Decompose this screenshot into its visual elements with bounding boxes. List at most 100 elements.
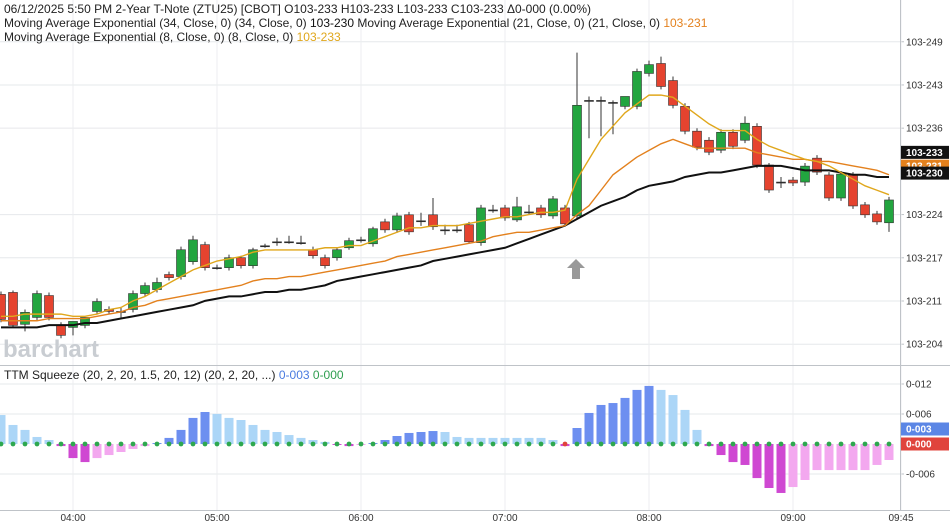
y-tick-label: -0-006 (906, 470, 935, 481)
histogram-bar (212, 413, 222, 444)
squeeze-dot (274, 441, 280, 447)
candle-body (572, 104, 582, 217)
candle-body (200, 244, 210, 268)
candle-body (248, 249, 258, 266)
candle-body (380, 221, 390, 231)
squeeze-dot (586, 441, 592, 447)
squeeze-dot (106, 441, 112, 447)
squeeze-dot (178, 441, 184, 447)
event-arrow (567, 259, 585, 279)
candle-body (8, 292, 18, 326)
squeeze-dot (154, 441, 160, 447)
candle-body (320, 257, 330, 266)
histogram-bar (500, 437, 510, 444)
histogram-bar (608, 403, 618, 444)
histogram-bar (692, 429, 702, 444)
candle-body (716, 131, 726, 151)
legend-name: Moving Average Exponential (34, Close, 0… (4, 16, 231, 30)
histogram-bar (188, 417, 198, 444)
price-tag (901, 166, 949, 180)
histogram-bar (764, 444, 774, 488)
y-tick-label: 103-211 (906, 296, 942, 307)
candle-body (392, 215, 402, 231)
candle-body (188, 239, 198, 262)
price-tag-label: 103-230 (906, 169, 943, 180)
squeeze-dot (538, 441, 544, 447)
indicator-params: (20, 2, 20, ...) (204, 368, 275, 382)
squeeze-dot (358, 441, 364, 447)
price-tag-label: 0-000 (906, 440, 932, 451)
histogram-bar (248, 424, 258, 444)
candle-body (620, 96, 630, 107)
legend-value: 103-230 (310, 16, 354, 30)
histogram-bar (824, 444, 834, 471)
candle-body (776, 181, 786, 184)
squeeze-dot (118, 441, 124, 447)
y-tick-label: 103-217 (906, 253, 943, 264)
legend-value: 103-233 (297, 30, 341, 44)
x-tick-label: 04:00 (60, 513, 85, 524)
squeeze-dot (442, 441, 448, 447)
candle-body (296, 242, 306, 244)
squeeze-dot (214, 441, 220, 447)
squeeze-dot (310, 441, 316, 447)
x-tick-label: 09:45 (888, 513, 913, 524)
squeeze-dot (406, 441, 412, 447)
squeeze-dot (0, 441, 4, 447)
y-tick-label: 0-006 (906, 410, 932, 421)
candle-body (548, 198, 558, 217)
ema-line (1, 164, 889, 329)
ema-line (1, 138, 890, 322)
candle-body (872, 213, 882, 223)
histogram-bar (836, 444, 846, 471)
histogram-bar (104, 444, 114, 456)
squeeze-dot (34, 441, 40, 447)
squeeze-dot (826, 441, 832, 447)
x-tick-label: 07:00 (492, 513, 517, 524)
histogram-bar (728, 444, 738, 463)
candle-body (632, 71, 642, 107)
squeeze-dot (382, 441, 388, 447)
histogram-bar (68, 444, 78, 459)
header-title: 06/12/2025 5:50 PM 2-Year T-Note (ZTU25)… (4, 2, 591, 16)
squeeze-dot (802, 441, 808, 447)
y-tick-label: 103-236 (906, 124, 943, 135)
histogram-bar (272, 432, 282, 444)
squeeze-dot (286, 441, 292, 447)
price-tag (901, 422, 949, 436)
squeeze-dot (346, 441, 352, 447)
legend-value: 103-231 (663, 16, 707, 30)
x-tick-label: 09:00 (780, 513, 805, 524)
histogram-bar (488, 437, 498, 444)
candle-body (332, 249, 342, 259)
candle-body (512, 206, 522, 221)
histogram-bar (860, 444, 870, 471)
squeeze-dot (886, 441, 892, 447)
indicator-legend: TTM Squeeze (20, 2, 20, 1.5, 20, 12) (20… (4, 368, 344, 382)
squeeze-dot (550, 441, 556, 447)
candle-body (728, 131, 738, 147)
squeeze-dot (670, 441, 676, 447)
candle-body (536, 207, 546, 216)
squeeze-dot (478, 441, 484, 447)
candle-body (476, 207, 486, 243)
candle-body (464, 224, 474, 243)
histogram-bar (632, 389, 642, 444)
candle-body (224, 257, 234, 268)
candle-body (584, 100, 594, 102)
price-tag (901, 437, 949, 451)
histogram-bar (200, 412, 210, 444)
candle-body (692, 130, 702, 148)
histogram-bar (644, 385, 654, 444)
candle-body (644, 64, 654, 74)
price-tag (901, 145, 949, 159)
histogram-bar (0, 415, 6, 444)
squeeze-dot (850, 441, 856, 447)
squeeze-dot (610, 441, 616, 447)
x-tick-label: 08:00 (636, 513, 661, 524)
squeeze-dot (526, 441, 532, 447)
squeeze-dot (718, 441, 724, 447)
squeeze-dot (634, 441, 640, 447)
histogram-bar (524, 437, 534, 444)
